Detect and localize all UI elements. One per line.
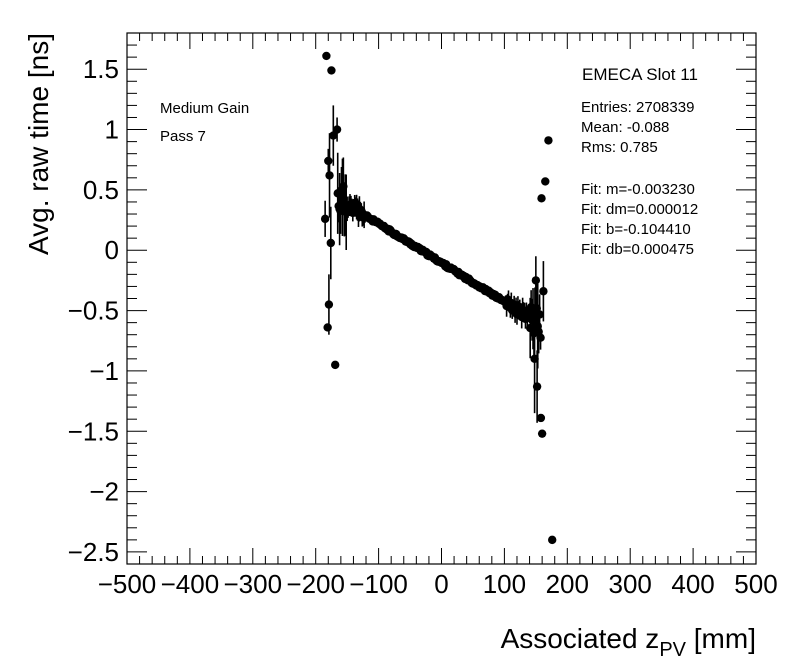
x-tick-label: −400: [161, 569, 220, 599]
y-tick-label: 0.5: [83, 175, 119, 205]
y-tick-labels: 1.5 1 0.5 0 −0.5 −1 −1.5 −2 −2.5: [68, 54, 119, 567]
x-tick-label: −300: [224, 569, 283, 599]
stat-entries: Entries: 2708339: [581, 99, 694, 116]
outlier-point: [325, 171, 334, 180]
y-tick-label: −2: [89, 477, 119, 507]
outlier-point: [332, 125, 342, 134]
data-point: [535, 310, 544, 319]
stat-mean: Mean: -0.088: [581, 119, 669, 136]
x-tick-label: −500: [98, 569, 157, 599]
y-tick-label: 1: [105, 115, 119, 145]
y-tick-label: −1.5: [68, 416, 119, 446]
outlier-point: [536, 413, 546, 423]
outlier-point: [544, 136, 553, 145]
outlier-point: [541, 177, 550, 186]
y-tick-label: 1.5: [83, 54, 119, 84]
annotation-gain: Medium Gain: [160, 100, 249, 117]
outlier-point: [322, 51, 331, 61]
x-tick-label: 100: [483, 569, 526, 599]
outlier-point: [323, 323, 332, 332]
annotation-pass: Pass 7: [160, 128, 206, 145]
chart-title: EMECA Slot 11: [582, 65, 698, 84]
x-tick-label: 200: [546, 569, 589, 599]
outlier-point: [531, 276, 541, 285]
y-tick-label: −1: [89, 356, 119, 386]
y-tick-label: 0: [105, 235, 119, 265]
y-tick-label: −2.5: [68, 537, 119, 567]
x-axis-title: Associated zPV [mm]: [501, 623, 756, 661]
x-tick-label: 400: [671, 569, 714, 599]
fit-dm: Fit: dm=0.000012: [581, 201, 698, 218]
outlier-point: [533, 322, 542, 331]
outlier-point: [327, 66, 336, 75]
outlier-point: [326, 238, 335, 248]
x-tick-label: 500: [734, 569, 777, 599]
outlier-point: [320, 214, 330, 224]
outlier-point: [548, 535, 557, 545]
outlier-point: [537, 194, 546, 203]
fit-db: Fit: db=0.000475: [581, 241, 694, 258]
axis-ticks: [126, 32, 757, 565]
outlier-point: [537, 429, 547, 438]
x-tick-label: −100: [349, 569, 408, 599]
outlier-point: [324, 156, 333, 166]
outlier-point: [532, 382, 542, 391]
outlier-point: [329, 131, 338, 140]
fit-b: Fit: b=-0.104410: [581, 221, 691, 238]
outlier-point: [330, 360, 340, 370]
x-tick-label: 300: [609, 569, 652, 599]
y-axis-title: Avg. raw time [ns]: [23, 33, 54, 255]
fit-m: Fit: m=-0.003230: [581, 181, 695, 198]
y-tick-label: −0.5: [68, 296, 119, 326]
outlier-point: [324, 300, 334, 309]
data-points: [320, 51, 557, 545]
plot-frame: [126, 32, 757, 565]
x-tick-labels: −500 −400 −300 −200 −100 0 100 200 300 400 500: [98, 569, 778, 599]
x-tick-label: 0: [434, 569, 448, 599]
stat-rms: Rms: 0.785: [581, 139, 658, 156]
x-tick-label: −200: [286, 569, 345, 599]
outlier-point: [539, 287, 548, 296]
